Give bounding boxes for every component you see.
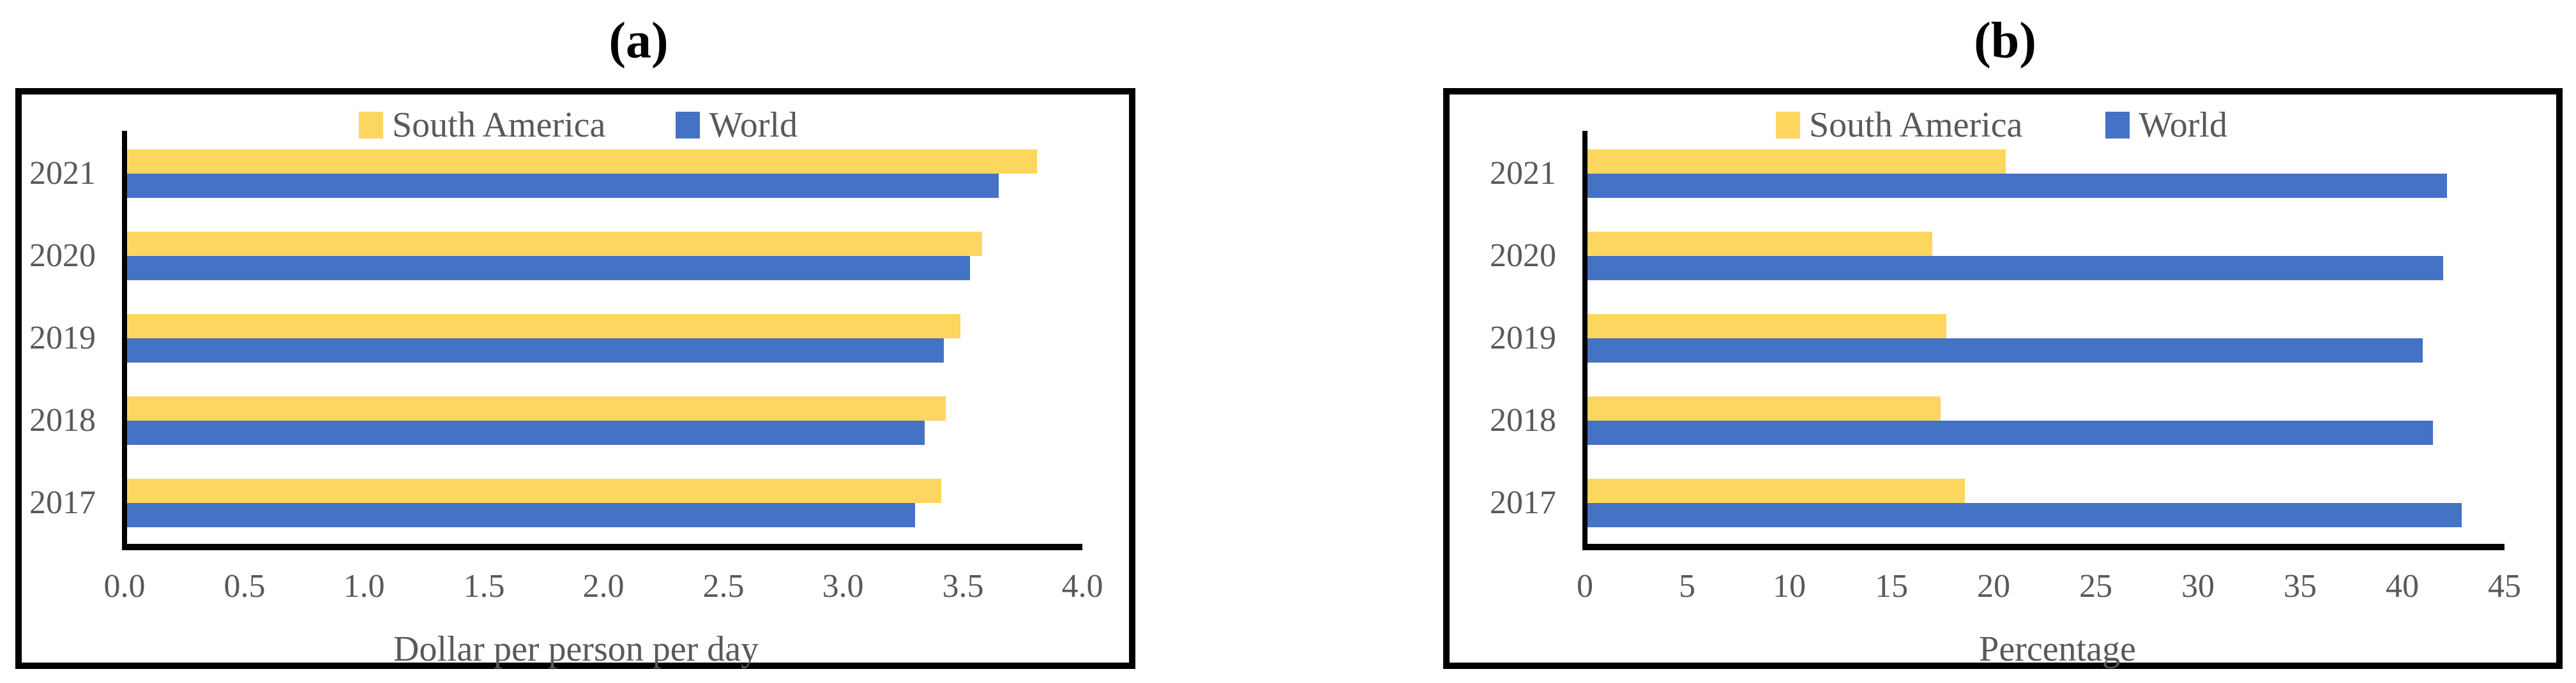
world-swatch xyxy=(676,112,701,139)
panel-b-x-tick-0: 0 xyxy=(1577,568,1593,604)
panel-a-x-tick-2.5: 2.5 xyxy=(702,568,745,604)
panel-a-bar-2019-south-america xyxy=(125,314,960,338)
panel-b-x-tick-40: 40 xyxy=(2386,568,2419,604)
legend-label-south-america: South America xyxy=(1809,105,2023,145)
panel-a-x-tick-0.5: 0.5 xyxy=(224,568,266,604)
panel-a-x-tick-1.5: 1.5 xyxy=(463,568,505,604)
panel-b-x-tick-20: 20 xyxy=(1977,568,2010,604)
panel-b-bar-2017-south-america xyxy=(1585,479,1965,503)
legend-label-south-america: South America xyxy=(392,105,606,145)
panel-b-x-tick-30: 30 xyxy=(2181,568,2215,604)
panel-b-year-label-2019: 2019 xyxy=(1490,320,1556,356)
panel-a-bar-2018-south-america xyxy=(125,396,946,421)
panel-a-year-label-2018: 2018 xyxy=(29,402,96,439)
panel-b-bar-2019-south-america xyxy=(1585,314,1946,338)
legend-item-south-america: South America xyxy=(359,105,605,146)
panel-b-year-label-2017: 2017 xyxy=(1490,484,1556,521)
panel-a-x-tick-3.5: 3.5 xyxy=(942,568,984,604)
panel-a-bar-2020-south-america xyxy=(125,232,982,256)
panel-b-year-label-2020: 2020 xyxy=(1490,237,1556,274)
panel-a-x-tick-1.0: 1.0 xyxy=(343,568,385,604)
panel-a-year-label-2021: 2021 xyxy=(29,155,96,191)
panel-b-bar-2021-south-america xyxy=(1585,149,2006,174)
panel-b-bar-2020-world xyxy=(1585,256,2443,280)
panel-a-x-axis-title: Dollar per person per day xyxy=(393,629,759,669)
panel-a-bar-2020-world xyxy=(125,256,970,280)
panel-b-bar-2018-world xyxy=(1585,421,2433,445)
panel-b-year-label-2018: 2018 xyxy=(1490,402,1556,439)
south-america-swatch xyxy=(359,112,383,139)
panel-a-y-axis-line xyxy=(122,131,127,550)
legend-label-world: World xyxy=(2139,105,2227,145)
panel-b-legend: South America World xyxy=(1776,105,2261,146)
panel-b-year-label-2021: 2021 xyxy=(1490,155,1556,191)
panel-b-x-axis-line xyxy=(1582,544,2504,550)
panel-b-bar-2020-south-america xyxy=(1585,232,1932,256)
panel-a-x-tick-0.0: 0.0 xyxy=(103,568,146,604)
panel-a-x-axis-line xyxy=(122,544,1082,550)
panel-a-bar-2021-world xyxy=(125,174,999,198)
panel-b-title: (b) xyxy=(1974,13,2036,69)
panel-a-bar-2018-world xyxy=(125,421,925,445)
panel-b-bar-2019-world xyxy=(1585,338,2423,363)
panel-a-legend: South America World xyxy=(359,105,844,146)
panel-b-x-tick-5: 5 xyxy=(1679,568,1695,604)
south-america-swatch xyxy=(1776,112,1800,139)
panel-a-bar-2019-world xyxy=(125,338,944,363)
panel-a-x-tick-3.0: 3.0 xyxy=(822,568,864,604)
panel-a-year-label-2020: 2020 xyxy=(29,237,96,274)
legend-item-south-america: South America xyxy=(1776,105,2022,146)
legend-label-world: World xyxy=(709,105,798,145)
panel-b-x-tick-10: 10 xyxy=(1773,568,1806,604)
legend-item-world: World xyxy=(676,105,798,146)
panel-b-x-tick-35: 35 xyxy=(2284,568,2317,604)
panel-b-x-tick-45: 45 xyxy=(2488,568,2521,604)
world-swatch xyxy=(2105,112,2130,139)
panel-a-bar-2017-south-america xyxy=(125,479,941,503)
panel-a-year-label-2017: 2017 xyxy=(29,484,96,521)
panel-b-x-axis-title: Percentage xyxy=(1979,629,2136,669)
panel-b-y-axis-line xyxy=(1582,131,1587,550)
panel-b-bar-2018-south-america xyxy=(1585,396,1941,421)
panel-b-x-tick-25: 25 xyxy=(2079,568,2112,604)
panel-a-title: (a) xyxy=(609,13,669,69)
panel-a-year-label-2019: 2019 xyxy=(29,320,96,356)
legend-item-world: World xyxy=(2105,105,2227,146)
panel-b-bar-2021-world xyxy=(1585,174,2447,198)
panel-a-bar-2017-world xyxy=(125,503,915,527)
panel-b-x-tick-15: 15 xyxy=(1875,568,1908,604)
panel-a-x-tick-2.0: 2.0 xyxy=(582,568,625,604)
panel-b-bar-2017-world xyxy=(1585,503,2462,527)
panel-a-x-tick-4.0: 4.0 xyxy=(1061,568,1103,604)
panel-a-bar-2021-south-america xyxy=(125,149,1037,174)
